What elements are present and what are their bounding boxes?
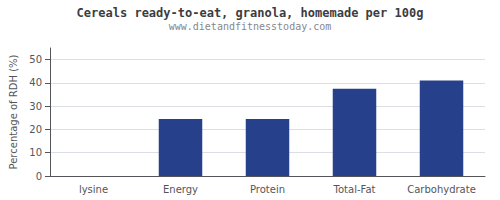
svg-text:www.dietandfitnesstoday.com: www.dietandfitnesstoday.com (169, 21, 332, 32)
svg-text:Energy: Energy (163, 184, 198, 195)
svg-text:10: 10 (29, 147, 42, 158)
svg-text:30: 30 (29, 101, 42, 112)
svg-text:Protein: Protein (250, 184, 285, 195)
svg-text:Cereals ready-to-eat, granola,: Cereals ready-to-eat, granola, homemade … (77, 6, 424, 20)
svg-text:40: 40 (29, 77, 42, 88)
svg-text:Carbohydrate: Carbohydrate (407, 184, 476, 195)
svg-text:Percentage of RDH (%): Percentage of RDH (%) (8, 54, 19, 169)
svg-text:lysine: lysine (79, 184, 108, 195)
svg-text:Total-Fat: Total-Fat (333, 184, 376, 195)
svg-text:0: 0 (36, 171, 42, 182)
svg-text:20: 20 (29, 124, 42, 135)
svg-text:50: 50 (29, 54, 42, 65)
